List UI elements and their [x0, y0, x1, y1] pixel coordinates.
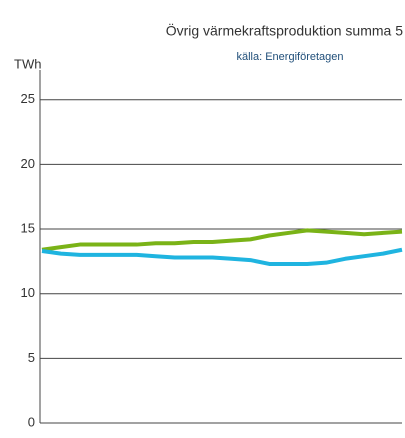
chart-subtitle: källa: Energiföretagen	[236, 51, 343, 63]
line-series	[41, 247, 403, 266]
y-axis-label: TWh	[14, 56, 41, 71]
y-tick-label: 25	[21, 91, 35, 106]
chart-title: Övrig värmekraftsproduktion summa 5	[166, 22, 404, 39]
line-series	[41, 228, 403, 252]
y-tick-label: 20	[21, 156, 35, 171]
y-tick-label: 15	[21, 220, 35, 235]
y-tick-label: 10	[21, 285, 35, 300]
y-tick-label: 5	[28, 350, 35, 365]
y-tick-label: 0	[28, 414, 35, 429]
